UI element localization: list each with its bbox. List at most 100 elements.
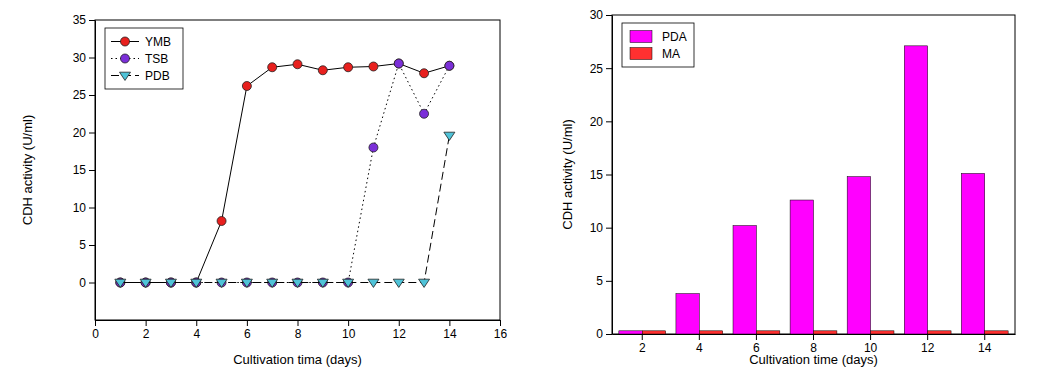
point [318, 278, 327, 287]
tick: 25 [590, 62, 612, 76]
bar [904, 46, 927, 334]
figure: 024681012141605101520253035Cultivation t… [0, 0, 1061, 376]
point [166, 278, 175, 287]
chart: 2468101214051015202530Cultivation time (… [560, 8, 1016, 367]
tick-label: 0 [92, 327, 99, 341]
tick: 10 [73, 201, 95, 215]
point [166, 278, 175, 287]
point [393, 279, 404, 287]
tick-label: 25 [590, 62, 604, 76]
legend-marker [120, 72, 131, 80]
x-axis-title: Cultivation tima (days) [233, 352, 362, 367]
legend-box [105, 28, 183, 89]
legend: PDA MA [622, 23, 694, 67]
point [344, 278, 353, 287]
tick-label: 15 [73, 163, 87, 177]
plot-area [115, 59, 455, 287]
point [445, 61, 454, 70]
point [192, 278, 201, 287]
tick-label: 12 [393, 327, 407, 341]
bar [814, 331, 837, 334]
tick-label: 15 [590, 168, 604, 182]
bar [790, 200, 813, 334]
point [369, 143, 378, 152]
legend-label: PDB [145, 69, 170, 83]
point [115, 279, 126, 287]
point [293, 278, 302, 287]
y-axis-title: CDH activity (U/ml) [20, 115, 35, 226]
point [394, 59, 403, 68]
tick-mark [146, 320, 147, 326]
tick-label: 6 [244, 327, 251, 341]
tick-label: 0 [596, 327, 603, 341]
legend-label: MA [662, 47, 680, 61]
bar [699, 331, 722, 334]
tick-label: 0 [79, 276, 86, 290]
tick-mark [606, 175, 612, 176]
tick: 14 [978, 334, 992, 355]
tick: 16 [494, 320, 508, 341]
tick-mark [298, 320, 299, 326]
tick-label: 8 [295, 327, 302, 341]
point [368, 279, 379, 287]
point [268, 278, 277, 287]
y-axis-title: CDH activity (U/ml) [560, 119, 575, 230]
legend-label: TSB [145, 52, 168, 66]
tick: 6 [244, 320, 251, 341]
point [217, 278, 226, 287]
legend-item: MA [630, 47, 680, 61]
tick-mark [89, 283, 95, 284]
tick: 5 [79, 238, 95, 252]
tick: 2 [639, 334, 646, 355]
point [267, 279, 278, 287]
tick: 8 [295, 320, 302, 341]
bar [619, 331, 642, 334]
bar [985, 331, 1008, 334]
tick-mark [699, 334, 700, 340]
x-axis: 0246810121416 [92, 320, 507, 341]
tick-mark [247, 320, 248, 326]
tick: 5 [596, 274, 612, 288]
tick: 4 [696, 334, 703, 355]
tick-mark [642, 334, 643, 340]
point [420, 109, 429, 118]
tick-mark [500, 320, 501, 326]
tick-mark [89, 208, 95, 209]
tick-label: 14 [443, 327, 457, 341]
legend-box [622, 23, 694, 67]
tick: 0 [79, 276, 95, 290]
tick-mark [606, 15, 612, 16]
point [116, 278, 125, 287]
tick-mark [606, 334, 612, 335]
tick-mark [449, 320, 450, 326]
tick: 20 [590, 115, 612, 129]
legend-marker [121, 54, 130, 63]
point [268, 63, 277, 72]
point [241, 279, 252, 287]
tick: 14 [443, 320, 457, 341]
bar [642, 331, 665, 334]
tick-label: 25 [73, 88, 87, 102]
x-axis-title: Cultivation time (days) [749, 352, 878, 367]
plot-area [619, 46, 1008, 334]
tick-mark [89, 245, 95, 246]
legend-label: PDA [662, 30, 687, 44]
tick-mark [606, 121, 612, 122]
point [242, 278, 251, 287]
tick-mark [756, 334, 757, 340]
point [317, 279, 328, 287]
legend-swatch [630, 31, 652, 43]
tick-mark [870, 334, 871, 340]
tick-mark [89, 170, 95, 171]
legend-label: YMB [145, 35, 171, 49]
tick-label: 12 [921, 341, 935, 355]
point [165, 279, 176, 287]
tick-label: 10 [342, 327, 356, 341]
tick: 30 [590, 8, 612, 22]
bar [928, 331, 951, 334]
tick-mark [89, 20, 95, 21]
legend-item: YMB [111, 35, 171, 49]
point [420, 69, 429, 78]
y-axis: 05101520253035 [73, 13, 96, 320]
legend-item: PDA [630, 30, 687, 44]
